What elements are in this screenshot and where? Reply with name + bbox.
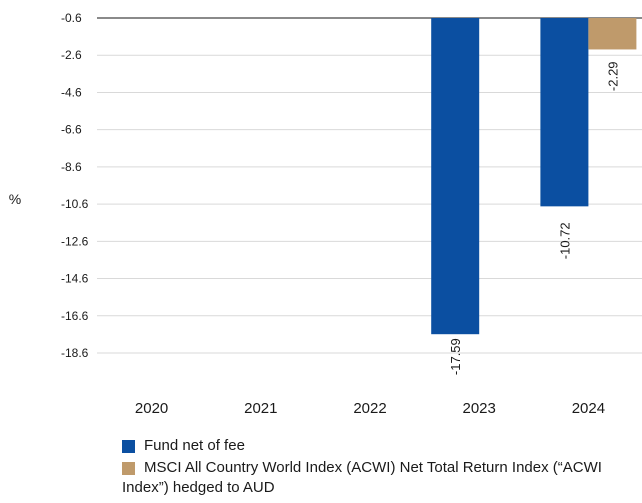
x-tick-label: 2023 — [463, 400, 496, 417]
bar-fund-2024 — [540, 18, 589, 207]
y-tick-label: -10.6 — [61, 197, 89, 211]
x-tick-label: 2022 — [353, 400, 386, 417]
y-tick-label: -4.6 — [61, 85, 82, 99]
y-tick-label: -14.6 — [61, 272, 89, 286]
bar-chart: -0.6 -2.6 -4.6 -6.6 -8.6 -10.6 -12.6 -14.6 -16.6… — [9, 11, 642, 417]
x-tick-label: 2020 — [135, 400, 168, 417]
y-tick-label: -6.6 — [61, 123, 82, 137]
bar-fund-2023 — [431, 18, 480, 335]
x-tick-label: 2021 — [244, 400, 277, 417]
data-label: -2.29 — [605, 61, 620, 91]
legend-label-index: MSCI All Country World Index (ACWI) Net … — [122, 459, 602, 496]
bar-index-2024 — [588, 18, 637, 50]
legend-item-index — [122, 462, 136, 476]
y-tick-label: -8.6 — [61, 160, 82, 174]
legend-swatch-index — [122, 462, 135, 475]
bars — [431, 18, 637, 335]
legend-item-fund: Fund net of fee — [122, 436, 622, 456]
x-axis-ticks: 2020 2021 2022 2023 2024 — [135, 400, 605, 417]
y-axis-label: % — [9, 191, 21, 207]
data-label: -17.59 — [448, 338, 463, 375]
data-label: -10.72 — [557, 222, 572, 259]
y-tick-label: -16.6 — [61, 309, 89, 323]
y-tick-label: -12.6 — [61, 234, 89, 248]
y-tick-label: -18.6 — [61, 346, 89, 360]
y-tick-label: -2.6 — [61, 48, 82, 62]
legend: Fund net of fee — [122, 436, 622, 456]
legend-swatch-fund — [122, 440, 135, 453]
y-tick-label: -0.6 — [61, 11, 82, 25]
legend-label-fund: Fund net of fee — [144, 437, 245, 454]
y-axis-ticks: -0.6 -2.6 -4.6 -6.6 -8.6 -10.6 -12.6 -14.6 -16.6… — [61, 11, 89, 360]
x-tick-label: 2024 — [572, 400, 605, 417]
bar-labels: -17.59 -10.72 -2.29 — [448, 61, 620, 375]
